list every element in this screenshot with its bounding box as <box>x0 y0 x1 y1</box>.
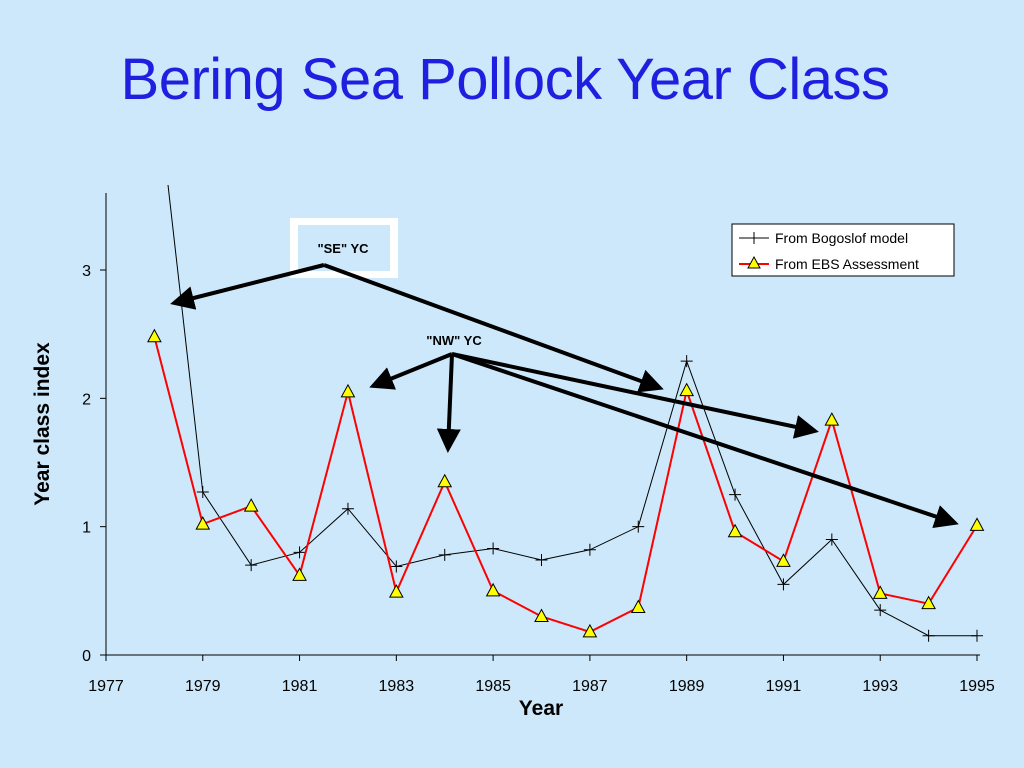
bogoslof-point <box>535 554 548 567</box>
y-axis-title: Year class index <box>31 342 54 506</box>
ebs-point <box>147 328 162 343</box>
x-tick-label: 1983 <box>379 678 415 695</box>
bogoslof-point <box>874 604 887 617</box>
se-annotation: "SE" YC <box>170 218 664 393</box>
se-label: "SE" YC <box>317 241 369 256</box>
nw-arrow-1992 <box>451 352 819 439</box>
legend-box <box>731 223 955 277</box>
ebs-point <box>388 584 404 598</box>
legend-item-bogoslof: From Bogoslof model <box>739 230 908 246</box>
x-tick-label: 1979 <box>185 678 221 695</box>
ebs-point <box>679 382 695 397</box>
ebs-point <box>727 523 743 538</box>
ebs-line <box>153 336 978 633</box>
ebs-point <box>776 553 791 567</box>
legend-label-ebs: From EBS Assessment <box>775 256 919 272</box>
bogoslof-point <box>971 629 983 642</box>
bogoslof-point <box>680 355 693 368</box>
ebs-point <box>485 582 501 597</box>
legend-triangle-marker-icon <box>747 255 761 269</box>
ebs-point <box>630 599 646 614</box>
x-axis-title: Year <box>519 697 563 720</box>
y-tick-group: 0 1 2 3 <box>82 263 106 665</box>
ebs-point <box>243 498 259 512</box>
x-tick-label: 1987 <box>572 678 608 695</box>
x-tick-label: 1985 <box>475 678 511 695</box>
y-tick-label: 3 <box>82 263 91 280</box>
ebs-point <box>437 473 453 488</box>
bogoslof-line <box>167 185 977 637</box>
x-tick-label: 1977 <box>88 678 124 695</box>
legend-plus-marker-icon <box>748 232 760 244</box>
slide-title: Bering Sea Pollock Year Class <box>120 47 890 112</box>
se-arrow-1978 <box>170 263 325 310</box>
ebs-point <box>340 383 356 398</box>
bogoslof-point <box>729 488 742 501</box>
ebs-point <box>872 585 888 599</box>
ebs-point <box>534 608 549 622</box>
legend-label-bogoslof: From Bogoslof model <box>775 230 908 246</box>
bogoslof-point <box>777 578 790 591</box>
y-tick-label: 0 <box>82 648 91 665</box>
bogoslof-point <box>438 548 451 561</box>
ebs-point <box>582 623 598 638</box>
bogoslof-point <box>245 559 258 572</box>
x-tick-group: 1977 1979 1981 1983 1985 1987 1989 1991 1993 1995 <box>88 655 995 695</box>
bogoslof-point <box>922 629 935 642</box>
bogoslof-point <box>487 542 500 555</box>
bogoslof-point <box>583 543 596 556</box>
nw-arrow-1995 <box>451 352 959 529</box>
ebs-point <box>969 517 985 531</box>
ebs-point <box>195 516 211 530</box>
x-tick-label: 1993 <box>862 678 898 695</box>
series-ebs <box>147 328 985 638</box>
x-tick-label: 1991 <box>766 678 802 695</box>
se-arrow-1989 <box>323 263 664 393</box>
bogoslof-point <box>341 502 354 515</box>
bogoslof-point <box>196 486 209 499</box>
y-tick-label: 1 <box>82 520 91 537</box>
bogoslof-point <box>632 520 645 533</box>
legend-item-ebs: From EBS Assessment <box>739 255 919 272</box>
y-tick-label: 2 <box>82 391 91 408</box>
bogoslof-point <box>825 533 838 546</box>
ebs-point <box>921 595 936 610</box>
bogoslof-point <box>390 560 403 573</box>
nw-annotation: "NW" YC <box>369 333 959 529</box>
x-tick-label: 1981 <box>282 678 318 695</box>
chart-legend: From Bogoslof model From EBS Assessment <box>731 223 955 277</box>
series-bogoslof <box>167 185 983 642</box>
nw-label: "NW" YC <box>426 333 482 348</box>
nw-arrow-1984 <box>436 353 461 453</box>
x-tick-label: 1995 <box>959 678 995 695</box>
ebs-point <box>292 567 307 581</box>
ebs-point <box>824 412 840 426</box>
se-label-box-inner <box>298 225 390 271</box>
bogoslof-point <box>293 546 306 559</box>
nw-arrow-1982 <box>369 352 453 390</box>
x-tick-label: 1989 <box>669 678 705 695</box>
